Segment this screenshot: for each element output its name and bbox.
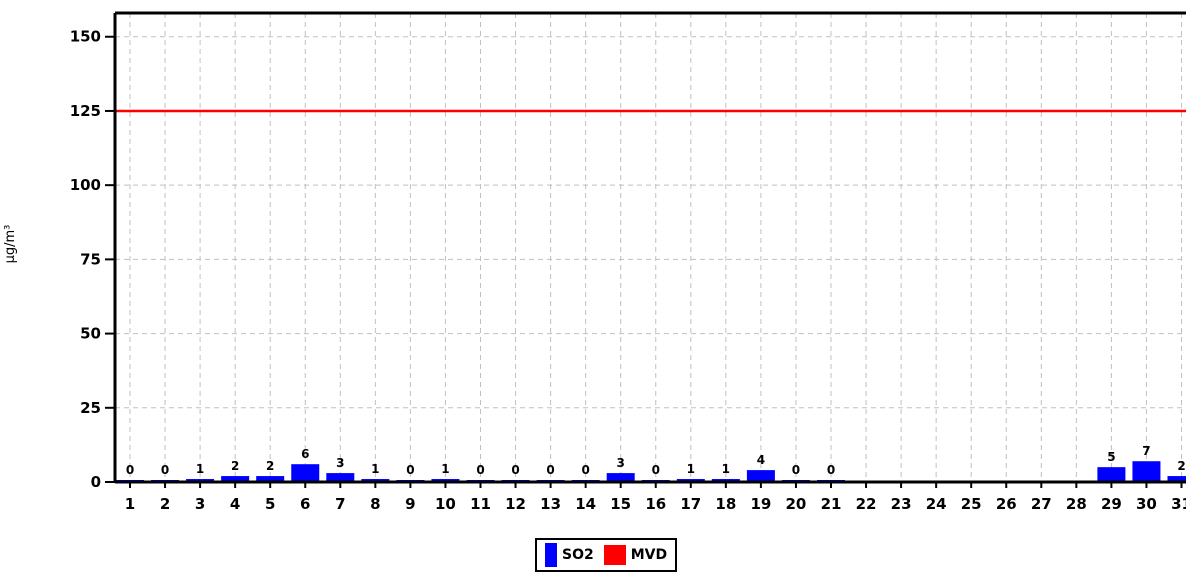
x-tick-label: 27 xyxy=(1031,495,1052,513)
data-label-day-7: 3 xyxy=(336,456,344,470)
x-tick-label: 7 xyxy=(335,495,345,513)
x-tick-label: 12 xyxy=(505,495,526,513)
y-tick-labels: 0 25 50 75 100 125 150 xyxy=(70,28,115,491)
x-tick-label: 17 xyxy=(680,495,701,513)
x-tick-label: 13 xyxy=(540,495,561,513)
data-label-day-11: 0 xyxy=(476,463,484,477)
bar-so2-day-29 xyxy=(1097,467,1126,482)
legend-label-mvd: MVD xyxy=(630,547,668,563)
x-tick-label: 30 xyxy=(1136,495,1157,513)
y-tick-label: 125 xyxy=(70,102,101,120)
x-tick-label: 23 xyxy=(891,495,912,513)
bar-so2-day-15 xyxy=(606,473,635,482)
data-label-day-19: 4 xyxy=(757,453,765,467)
x-tick-label: 5 xyxy=(265,495,275,513)
data-label-day-21: 0 xyxy=(827,463,835,477)
y-tick-label: 25 xyxy=(80,399,101,417)
data-label-day-1: 0 xyxy=(126,463,134,477)
x-tick-label: 25 xyxy=(961,495,982,513)
data-labels: 0 0 1 2 2 6 3 1 0 1 0 0 0 0 3 0 1 1 4 0 0 5 7 2 xyxy=(126,444,1186,477)
y-tick-label: 50 xyxy=(80,325,101,343)
data-label-day-18: 1 xyxy=(722,462,730,476)
y-tick-label: 0 xyxy=(91,473,101,491)
data-label-day-5: 2 xyxy=(266,459,274,473)
bar-so2-day-6 xyxy=(291,464,320,482)
bar-so2-day-5 xyxy=(256,476,285,482)
data-label-day-30: 7 xyxy=(1142,444,1150,458)
data-label-day-4: 2 xyxy=(231,459,239,473)
x-tick-label: 20 xyxy=(786,495,807,513)
data-label-day-13: 0 xyxy=(546,463,554,477)
x-tick-label: 16 xyxy=(645,495,666,513)
x-tick-label: 4 xyxy=(230,495,240,513)
data-label-day-6: 6 xyxy=(301,447,309,461)
legend-item-mvd: MVD xyxy=(603,545,668,565)
data-label-day-17: 1 xyxy=(687,462,695,476)
x-tick-label: 19 xyxy=(750,495,771,513)
data-label-day-31: 2 xyxy=(1177,459,1185,473)
x-tick-label: 10 xyxy=(435,495,456,513)
x-tick-label: 9 xyxy=(405,495,415,513)
data-label-day-16: 0 xyxy=(652,463,660,477)
x-tick-label: 1 xyxy=(125,495,135,513)
x-tick-label: 31 xyxy=(1171,495,1186,513)
bar-so2-day-31 xyxy=(1167,476,1186,482)
y-axis-label: µg/m³ xyxy=(3,225,18,264)
x-tick-label: 29 xyxy=(1101,495,1122,513)
bar-so2-day-4 xyxy=(221,476,250,482)
x-tick-label: 6 xyxy=(300,495,310,513)
bar-so2-day-30 xyxy=(1132,461,1161,482)
data-label-day-2: 0 xyxy=(161,463,169,477)
x-tick-label: 28 xyxy=(1066,495,1087,513)
x-tick-labels: 1 2 3 4 5 6 7 8 9 10 11 12 13 14 15 16 17 18 19 20 21 22 23 24 2… xyxy=(125,482,1186,513)
x-tick-label: 3 xyxy=(195,495,205,513)
x-tick-label: 18 xyxy=(715,495,736,513)
legend-label-so2: SO2 xyxy=(562,547,594,563)
x-tick-label: 11 xyxy=(470,495,491,513)
axes xyxy=(113,11,1186,484)
y-tick-label: 100 xyxy=(70,176,101,194)
legend-swatch-so2 xyxy=(545,543,557,567)
x-tick-label: 22 xyxy=(856,495,877,513)
x-tick-label: 26 xyxy=(996,495,1017,513)
grid-lines xyxy=(115,13,1186,482)
legend-swatch-mvd xyxy=(603,545,626,565)
legend-item-so2: SO2 xyxy=(545,543,594,567)
legend: SO2 MVD xyxy=(535,538,678,572)
x-tick-label: 15 xyxy=(610,495,631,513)
x-tick-label: 21 xyxy=(821,495,842,513)
y-tick-label: 150 xyxy=(70,28,101,46)
data-label-day-3: 1 xyxy=(196,462,204,476)
x-tick-label: 2 xyxy=(160,495,170,513)
x-tick-label: 24 xyxy=(926,495,947,513)
data-label-day-14: 0 xyxy=(581,463,589,477)
data-label-day-10: 1 xyxy=(441,462,449,476)
data-label-day-9: 0 xyxy=(406,463,414,477)
data-label-day-29: 5 xyxy=(1107,450,1115,464)
data-label-day-15: 3 xyxy=(617,456,625,470)
x-tick-label: 8 xyxy=(370,495,380,513)
data-label-day-8: 1 xyxy=(371,462,379,476)
bar-so2-day-19 xyxy=(746,470,775,482)
bar-so2-day-7 xyxy=(326,473,355,482)
data-label-day-20: 0 xyxy=(792,463,800,477)
y-tick-label: 75 xyxy=(80,250,101,268)
x-tick-label: 14 xyxy=(575,495,596,513)
data-label-day-12: 0 xyxy=(511,463,519,477)
chart: µg/m³ 0 0 1 2 263 1 0 1 0 0 0 0 3 0 1 140 05 72 025507510… xyxy=(3,11,1186,513)
